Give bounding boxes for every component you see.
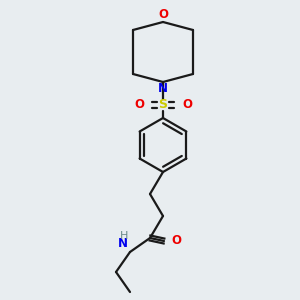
Text: H: H: [120, 231, 128, 241]
Text: O: O: [171, 235, 181, 248]
Text: N: N: [118, 237, 128, 250]
Text: O: O: [134, 98, 144, 112]
Text: S: S: [158, 98, 167, 112]
Text: O: O: [182, 98, 192, 112]
Text: O: O: [158, 8, 168, 21]
Text: N: N: [158, 82, 168, 95]
